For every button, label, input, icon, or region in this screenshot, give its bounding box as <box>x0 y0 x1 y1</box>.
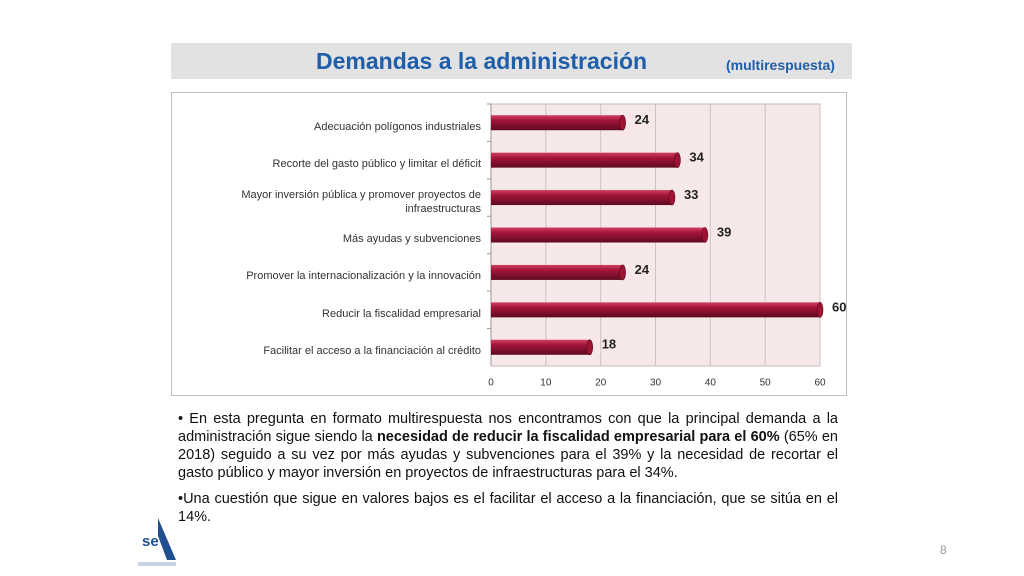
data-label: 39 <box>717 224 731 239</box>
data-label: 34 <box>689 150 704 165</box>
y-tick-label: Promover la internacionalización y la in… <box>246 270 481 283</box>
bar <box>491 115 623 131</box>
y-tick-label: Mayor inversión pública y promover proye… <box>241 188 481 215</box>
logo-text: se <box>142 533 159 550</box>
x-tick-label: 30 <box>650 378 662 389</box>
x-tick-label: 20 <box>595 378 607 389</box>
bullet-bold: necesidad de reducir la fiscalidad empre… <box>376 429 780 445</box>
x-tick-label: 0 <box>488 378 494 389</box>
bar <box>491 190 672 206</box>
x-tick-label: 60 <box>814 378 826 389</box>
bar <box>491 152 678 168</box>
data-label: 24 <box>635 262 650 277</box>
y-tick-label: Adecuación polígonos industriales <box>314 120 481 133</box>
data-label: 24 <box>635 112 650 127</box>
bar-cap <box>586 339 594 356</box>
page-number: 8 <box>940 543 947 557</box>
logo-caption <box>138 562 176 566</box>
bar-cap <box>674 152 681 168</box>
bullet-text: • En esta pregunta en formato multirespu… <box>178 411 838 445</box>
bullet-text: (65% en 2018) seguido a su vez por más a… <box>178 429 838 481</box>
x-tick-label: 50 <box>760 378 772 389</box>
data-label: 18 <box>602 337 616 352</box>
x-tick-label: 40 <box>705 378 717 389</box>
x-tick-label: 10 <box>540 378 552 389</box>
bar <box>491 264 623 280</box>
logo: se <box>138 518 176 566</box>
bar-cap <box>816 302 824 318</box>
bar <box>491 302 820 318</box>
data-label: 33 <box>684 187 698 202</box>
bar <box>491 227 705 243</box>
y-tick-label: Más ayudas y subvenciones <box>342 233 481 245</box>
bar-cap <box>619 114 626 131</box>
bullet: •Una cuestión que sigue en valores bajos… <box>178 490 838 526</box>
bar <box>491 339 590 355</box>
logo-shape <box>158 518 176 560</box>
y-tick-label: Reducir la fiscalidad empresarial <box>322 307 481 320</box>
bar-cap <box>668 189 676 206</box>
bullet: • En esta pregunta en formato multirespu… <box>178 410 838 482</box>
notes: • En esta pregunta en formato multirespu… <box>178 410 838 534</box>
y-tick-label: Recorte del gasto público y limitar el d… <box>272 158 481 171</box>
bar-cap <box>701 227 709 243</box>
data-label: 60 <box>832 299 846 314</box>
bar-cap <box>619 264 626 281</box>
bullet-text: •Una cuestión que sigue en valores bajos… <box>178 491 838 525</box>
title: Demandas a la administración <box>316 48 648 74</box>
subtitle: (multirespuesta) <box>726 57 835 73</box>
title-band <box>171 43 852 79</box>
chart-frame <box>171 92 847 396</box>
y-tick-label: Facilitar el acceso a la financiación al… <box>263 345 481 358</box>
